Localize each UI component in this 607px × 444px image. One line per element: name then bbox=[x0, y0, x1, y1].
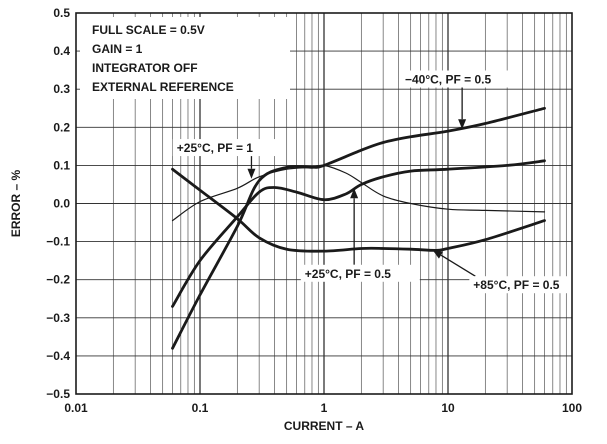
y-axis-title: ERROR – % bbox=[9, 170, 23, 238]
x-tick-label: 100 bbox=[562, 401, 582, 415]
y-tick-label: 0.4 bbox=[53, 44, 70, 58]
condition-text-3: INTEGRATOR OFF bbox=[92, 61, 198, 75]
annotation-label-bg-3 bbox=[300, 264, 420, 282]
y-tick-label: 0.1 bbox=[53, 158, 70, 172]
series-line-4 bbox=[171, 167, 546, 253]
y-tick-label: −0.5 bbox=[46, 387, 70, 401]
y-tick-label: −0.2 bbox=[46, 273, 70, 287]
plot-frame bbox=[75, 12, 573, 395]
annotation-arrowhead-3 bbox=[350, 188, 359, 199]
series-lines bbox=[171, 106, 546, 350]
series-line-3 bbox=[171, 159, 546, 308]
series-line-2 bbox=[171, 164, 546, 222]
annotation-label-bg-2 bbox=[172, 139, 278, 157]
y-tick-label: 0.3 bbox=[53, 82, 70, 96]
annotation-label-4: +85°C, PF = 0.5 bbox=[473, 278, 560, 292]
annotation-label-2: +25°C, PF = 1 bbox=[177, 141, 253, 155]
y-tick-label: 0.0 bbox=[53, 197, 70, 211]
x-tick-label: 0.1 bbox=[192, 401, 209, 415]
annotations: −40°C, PF = 0.5 +25°C, PF = 1 +25°C, PF = … bbox=[172, 70, 589, 294]
condition-text-4: EXTERNAL REFERENCE bbox=[92, 80, 234, 94]
x-tick-label: 0.01 bbox=[64, 401, 88, 415]
conditions-bg bbox=[80, 17, 290, 99]
tick-labels: 0.01 0.1 1 10 100 0.5 0.4 0.3 0.2 0.1 0.0 −0.1 −0.2 −… bbox=[46, 6, 582, 415]
condition-text-1: FULL SCALE = 0.5V bbox=[92, 23, 205, 37]
annotation-arrowhead-4 bbox=[432, 249, 444, 259]
y-tick-label: −0.1 bbox=[46, 235, 70, 249]
conditions-box: FULL SCALE = 0.5V GAIN = 1 INTEGRATOR OFF E… bbox=[80, 17, 290, 99]
annotation-leader-4 bbox=[440, 254, 476, 277]
annotation-label-bg-1 bbox=[400, 70, 520, 88]
x-tick-label: 10 bbox=[441, 401, 455, 415]
y-tick-label: −0.3 bbox=[46, 311, 70, 325]
y-tick-label: −0.4 bbox=[46, 349, 70, 363]
x-tick-label: 1 bbox=[321, 401, 328, 415]
y-tick-label: 0.2 bbox=[53, 120, 70, 134]
x-axis-title: CURRENT – A bbox=[284, 419, 365, 433]
annotation-arrowhead-1 bbox=[458, 119, 467, 130]
condition-text-2: GAIN = 1 bbox=[92, 42, 143, 56]
annotation-label-3: +25°C, PF = 0.5 bbox=[305, 267, 392, 281]
y-tick-label: 0.5 bbox=[53, 6, 70, 20]
annotation-arrowhead-2 bbox=[247, 168, 256, 179]
annotation-label-bg-4 bbox=[469, 276, 589, 294]
annotation-label-1: −40°C, PF = 0.5 bbox=[405, 72, 492, 86]
